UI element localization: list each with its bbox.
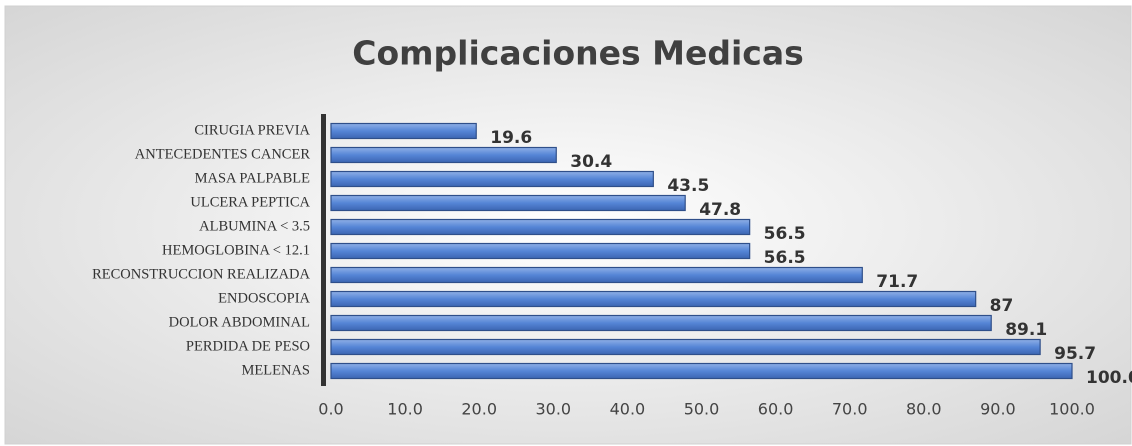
bar bbox=[330, 266, 863, 284]
x-tick-label: 90.0 bbox=[980, 400, 1016, 419]
bar bbox=[330, 290, 977, 308]
x-tick-label: 50.0 bbox=[684, 400, 720, 419]
bar bbox=[330, 194, 686, 212]
bar bbox=[330, 362, 1073, 380]
x-tick-label: 40.0 bbox=[610, 400, 646, 419]
y-tick-label: ALBUMINA < 3.5 bbox=[199, 218, 310, 234]
bar bbox=[330, 170, 654, 188]
y-tick-label: PERDIDA DE PESO bbox=[186, 338, 310, 354]
x-tick-label: 80.0 bbox=[906, 400, 942, 419]
x-tick-label: 10.0 bbox=[387, 400, 423, 419]
y-tick-label: HEMOGLOBINA < 12.1 bbox=[162, 242, 310, 258]
x-tick-label: 30.0 bbox=[535, 400, 571, 419]
value-label: 71.7 bbox=[876, 272, 918, 292]
bar bbox=[330, 242, 751, 260]
y-tick-label: ANTECEDENTES CANCER bbox=[135, 146, 311, 162]
value-label: 19.6 bbox=[490, 128, 532, 148]
value-label: 87 bbox=[990, 296, 1014, 316]
x-tick-label: 70.0 bbox=[832, 400, 868, 419]
x-tick-label: 60.0 bbox=[758, 400, 794, 419]
bar bbox=[330, 338, 1041, 356]
y-tick-label: RECONSTRUCCION REALIZADA bbox=[92, 266, 310, 282]
value-label: 56.5 bbox=[764, 248, 806, 268]
bar bbox=[330, 146, 557, 164]
value-label: 43.5 bbox=[667, 176, 709, 196]
axis-line bbox=[321, 114, 326, 386]
value-label: 47.8 bbox=[699, 200, 741, 220]
value-label: 100.0 bbox=[1086, 368, 1132, 388]
x-tick-label: 100.0 bbox=[1049, 400, 1095, 419]
x-tick-label: 20.0 bbox=[461, 400, 497, 419]
chart-title: Complicaciones Medicas bbox=[352, 34, 804, 73]
y-tick-label: MASA PALPABLE bbox=[195, 170, 311, 186]
value-label: 30.4 bbox=[570, 152, 612, 172]
x-tick-label: 0.0 bbox=[318, 400, 343, 419]
value-label: 56.5 bbox=[764, 224, 806, 244]
bar bbox=[330, 122, 477, 140]
value-label: 89.1 bbox=[1005, 320, 1047, 340]
y-tick-label: ULCERA PEPTICA bbox=[190, 194, 310, 210]
y-tick-label: DOLOR ABDOMINAL bbox=[169, 314, 310, 330]
y-tick-label: CIRUGIA PREVIA bbox=[194, 122, 310, 138]
y-tick-label: MELENAS bbox=[242, 362, 310, 378]
value-label: 95.7 bbox=[1054, 344, 1096, 364]
bar bbox=[330, 218, 751, 236]
bar bbox=[330, 314, 992, 332]
y-tick-label: ENDOSCOPIA bbox=[218, 290, 310, 306]
